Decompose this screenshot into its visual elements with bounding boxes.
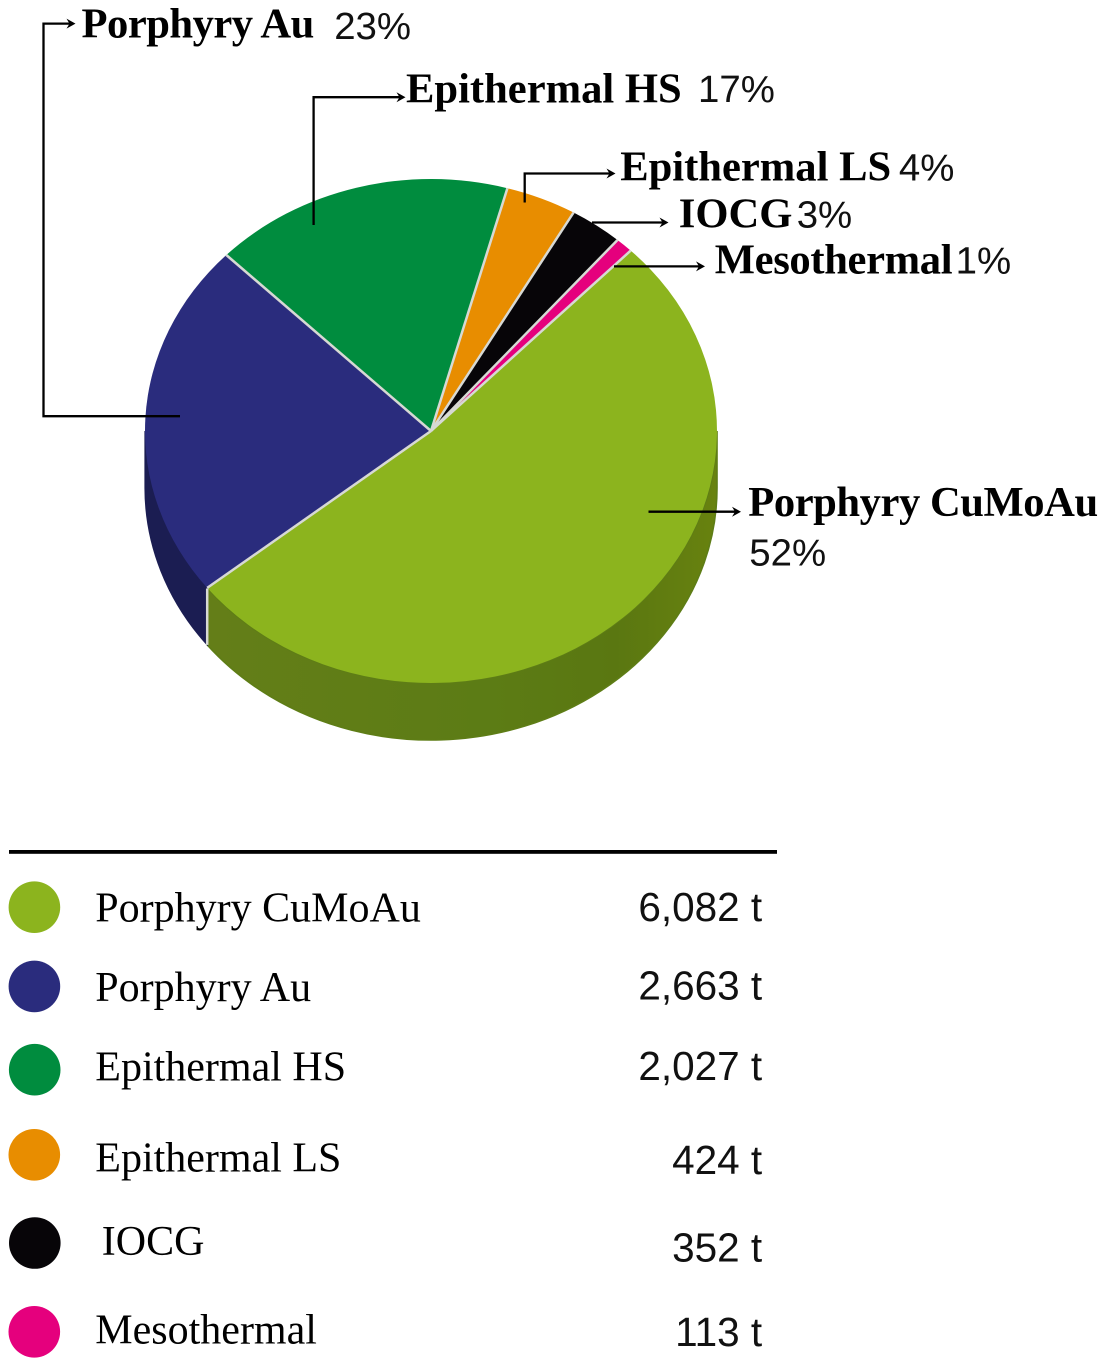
svg-text:6,082 t: 6,082 t — [638, 884, 762, 930]
svg-text:23%: 23% — [334, 5, 411, 48]
svg-text:17%: 17% — [698, 68, 775, 111]
svg-text:2,027 t: 2,027 t — [638, 1043, 762, 1089]
svg-text:Epithermal HS: Epithermal HS — [406, 66, 682, 113]
svg-text:3%: 3% — [797, 194, 853, 237]
svg-text:Epithermal LS: Epithermal LS — [95, 1136, 341, 1182]
svg-text:Porphyry Au: Porphyry Au — [95, 965, 311, 1011]
svg-text:IOCG: IOCG — [679, 191, 793, 238]
svg-text:Epithermal LS: Epithermal LS — [620, 143, 891, 190]
svg-text:Porphyry CuMoAu: Porphyry CuMoAu — [748, 479, 1097, 526]
svg-text:Epithermal HS: Epithermal HS — [95, 1045, 346, 1091]
svg-text:Mesothermal: Mesothermal — [95, 1308, 317, 1354]
svg-text:2,663 t: 2,663 t — [638, 963, 762, 1009]
svg-text:352 t: 352 t — [672, 1225, 762, 1271]
svg-text:424 t: 424 t — [672, 1137, 762, 1183]
svg-text:Porphyry Au: Porphyry Au — [82, 1, 314, 48]
svg-text:113 t: 113 t — [675, 1309, 762, 1355]
svg-text:1%: 1% — [956, 240, 1012, 283]
svg-text:Mesothermal: Mesothermal — [715, 237, 953, 284]
svg-text:4%: 4% — [899, 147, 955, 190]
svg-text:IOCG: IOCG — [102, 1219, 205, 1265]
svg-text:52%: 52% — [749, 532, 826, 575]
svg-text:Porphyry CuMoAu: Porphyry CuMoAu — [95, 886, 421, 932]
